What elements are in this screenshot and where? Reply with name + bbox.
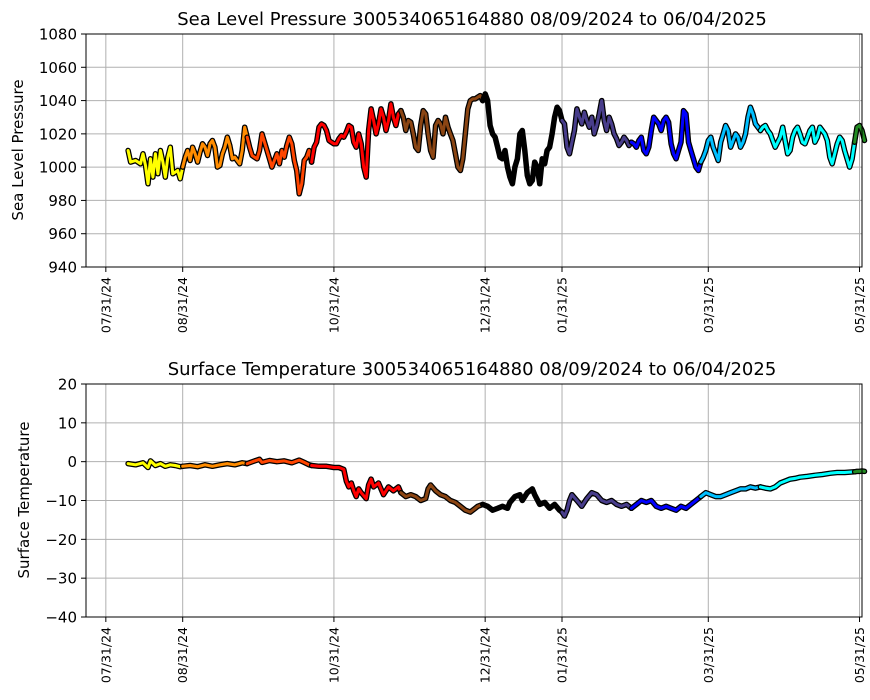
y-axis-label: Sea Level Pressure [9,79,27,220]
y-tick-label: 20 [58,376,77,394]
series-line-may [758,124,857,169]
series-line-sep [181,125,249,169]
sea-level-pressure-chart: Sea Level Pressure 300534065164880 08/09… [9,9,868,333]
series-line-jan [481,92,564,186]
series-line-jun [853,124,866,144]
series-line-mar [629,495,703,512]
series-line-apr [699,485,762,499]
y-tick-label: 940 [48,259,77,277]
series-line-dec [399,94,485,172]
y-axis-label: Surface Temperature [15,422,33,579]
y-tick-label: 1000 [39,159,77,177]
x-tick-label: 07/31/24 [98,627,113,683]
x-tick-label: 05/31/25 [852,627,867,683]
y-tick-label: 10 [58,414,77,432]
series-line-nov [310,102,403,179]
x-tick-label: 10/31/24 [326,277,341,333]
x-tick-label: 05/31/25 [852,277,867,333]
series-line-jan [481,487,564,514]
series-outline-dec [398,482,486,515]
series-line-aug [126,459,185,469]
y-tick-label: 1040 [39,92,77,110]
x-tick-label: 01/31/25 [555,277,570,333]
series-line-oct [245,132,314,196]
y-tick-label: −20 [45,531,77,549]
x-tick-label: 12/31/24 [478,627,493,683]
x-tick-label: 12/31/24 [478,277,493,333]
y-tick-label: 0 [67,453,77,471]
series-line-feb [560,99,633,156]
series-line-may [758,470,857,491]
x-tick-label: 07/31/24 [98,277,113,333]
series-line-nov [310,464,403,501]
series-line-sep [181,461,249,469]
y-tick-label: −10 [45,492,77,510]
series-line-feb [560,491,633,518]
series-line-mar [629,109,703,172]
y-tick-label: −30 [45,570,77,588]
chart-title: Surface Temperature 300534065164880 08/0… [168,359,777,380]
series-outline-apr [698,104,764,165]
series-line-dec [399,483,485,514]
x-tick-label: 01/31/25 [555,627,570,683]
y-tick-label: 1080 [39,26,77,44]
y-tick-label: 1020 [39,125,77,143]
y-tick-label: 1060 [39,59,77,77]
y-tick-label: 960 [48,225,77,243]
x-tick-label: 03/31/25 [701,627,716,683]
surface-temperature-chart: Surface Temperature 300534065164880 08/0… [15,359,868,683]
x-tick-label: 03/31/25 [701,277,716,333]
y-tick-label: −40 [45,609,77,627]
x-tick-label: 10/31/24 [326,627,341,683]
x-tick-label: 08/31/24 [175,277,190,333]
chart-title: Sea Level Pressure 300534065164880 08/09… [177,9,767,30]
x-tick-label: 08/31/24 [175,627,190,683]
plot-frame [85,33,863,268]
y-tick-label: 980 [48,192,77,210]
series-line-jun [853,469,866,474]
series-line-apr [699,105,762,164]
series-line-oct [245,457,314,467]
series-line-aug [126,145,185,186]
